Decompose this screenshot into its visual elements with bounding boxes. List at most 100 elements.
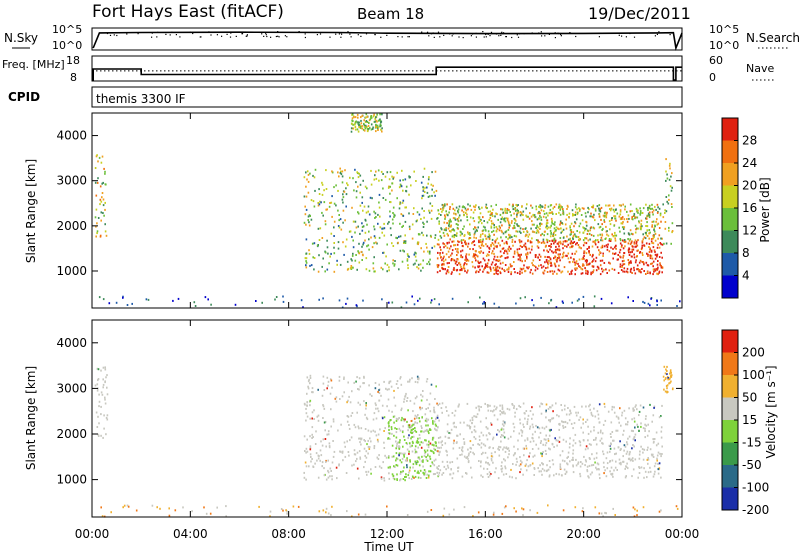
scatter-cell <box>332 418 335 421</box>
scatter-cell <box>448 256 450 259</box>
scatter-cell <box>575 260 578 263</box>
scatter-cell <box>614 466 617 469</box>
scatter-cell <box>449 220 451 223</box>
scatter-cell <box>601 239 604 242</box>
scatter-cell <box>341 181 344 184</box>
scatter-cell <box>551 250 553 253</box>
scatter-cell <box>554 248 557 251</box>
scatter-cell <box>659 262 661 265</box>
scatter-cell <box>423 449 426 452</box>
scatter-cell <box>399 377 401 380</box>
scatter-cell <box>546 239 549 242</box>
scatter-cell <box>621 222 624 225</box>
scatter-cell <box>332 440 334 442</box>
scatter-cell <box>447 250 450 253</box>
freq-series <box>92 66 682 81</box>
scatter-cell <box>384 262 386 265</box>
scatter-cell <box>349 439 351 442</box>
scatter-cell <box>343 253 345 256</box>
scatter-cell <box>538 259 541 261</box>
scatter-cell <box>317 204 320 207</box>
scatter-cell <box>522 508 525 511</box>
scatter-cell <box>507 268 510 270</box>
scatter-cell <box>416 417 418 419</box>
scatter-cell <box>416 451 418 454</box>
scatter-cell <box>593 227 596 230</box>
scatter-cell <box>657 206 659 209</box>
scatter-cell <box>392 245 395 247</box>
scatter-cell <box>400 470 402 473</box>
scatter-cell <box>547 263 549 266</box>
scatter-cell <box>597 234 599 237</box>
scatter-cell <box>532 304 535 307</box>
scatter-cell <box>392 455 395 458</box>
scatter-cell <box>400 213 403 216</box>
scatter-cell <box>313 176 316 179</box>
scatter-cell <box>308 378 310 381</box>
scatter-cell <box>101 192 104 194</box>
scatter-cell <box>588 443 591 446</box>
scatter-cell <box>545 226 547 229</box>
scatter-cell <box>373 445 376 447</box>
scatter-cell <box>406 514 409 516</box>
scatter-cell <box>495 467 497 470</box>
colorbar-segment <box>722 118 738 141</box>
scatter-cell <box>350 414 352 417</box>
scatter-cell <box>474 430 477 433</box>
scatter-cell <box>364 454 366 457</box>
scatter-cell <box>563 408 566 411</box>
scatter-cell <box>446 410 448 412</box>
scatter-cell <box>588 464 591 467</box>
scatter-cell <box>402 445 404 448</box>
scatter-cell <box>599 259 602 262</box>
scatter-cell <box>414 251 416 254</box>
scatter-cell <box>562 213 565 216</box>
scatter-cell <box>622 455 624 458</box>
scatter-cell <box>589 238 591 241</box>
scatter-cell <box>364 460 366 463</box>
scatter-cell <box>579 208 581 211</box>
scatter-cell <box>338 219 340 222</box>
scatter-cell <box>305 195 308 198</box>
scatter-cell <box>481 232 484 235</box>
scatter-cell <box>331 475 333 478</box>
scatter-cell <box>609 228 611 231</box>
scatter-cell <box>553 230 556 233</box>
scatter-cell <box>562 240 565 243</box>
scatter-cell <box>499 250 502 253</box>
scatter-cell <box>321 181 323 184</box>
scatter-cell <box>357 121 359 124</box>
scatter-cell <box>519 272 521 275</box>
scatter-cell <box>656 272 658 275</box>
scatter-cell <box>392 177 394 180</box>
scatter-cell <box>104 402 107 405</box>
scatter-cell <box>650 254 653 257</box>
scatter-cell <box>384 198 387 201</box>
scatter-cell <box>338 375 341 378</box>
scatter-cell <box>532 259 535 262</box>
scatter-cell <box>652 246 655 249</box>
scatter-cell <box>340 423 342 426</box>
scatter-cell <box>623 252 626 254</box>
scatter-cell <box>485 434 488 437</box>
scatter-cell <box>442 206 445 209</box>
scatter-cell <box>474 206 476 209</box>
scatter-cell <box>363 129 366 132</box>
scatter-cell <box>388 266 390 269</box>
scatter-cell <box>383 441 385 444</box>
scatter-cell <box>512 227 514 230</box>
scatter-cell <box>676 507 679 510</box>
scatter-cell <box>475 406 477 409</box>
scatter-cell <box>182 506 184 509</box>
noise-point <box>430 33 433 35</box>
scatter-cell <box>436 243 439 246</box>
noise-point <box>199 36 201 38</box>
scatter-cell <box>612 252 614 255</box>
scatter-cell <box>634 433 637 436</box>
scatter-cell <box>598 209 601 212</box>
scatter-cell <box>630 458 633 461</box>
scatter-cell <box>354 168 356 171</box>
scatter-cell <box>595 466 597 469</box>
scatter-cell <box>479 235 482 238</box>
scatter-cell <box>450 220 452 223</box>
